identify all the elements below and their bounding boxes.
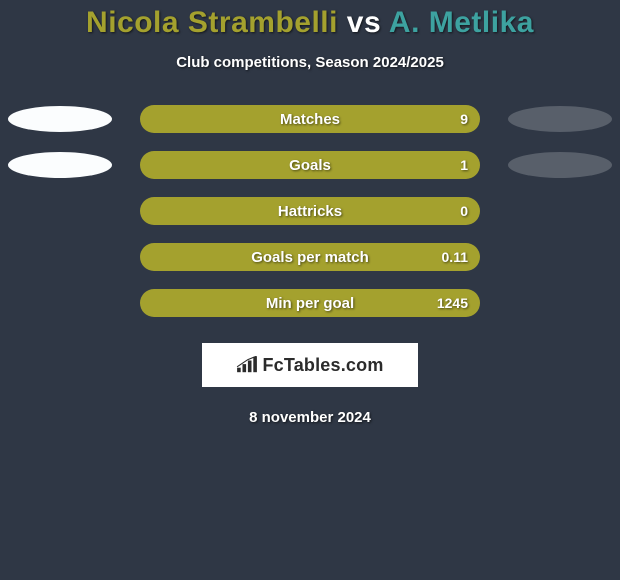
stat-rows: Matches 9 Goals 1 Hattricks 0 Goals per match 0… xyxy=(0,105,620,317)
bar-chart-icon xyxy=(236,356,258,374)
page-title: Nicola Strambelli vs A. Metlika xyxy=(0,6,620,40)
stat-row: Goals per match 0.11 xyxy=(0,243,620,271)
stat-row: Goals 1 xyxy=(0,151,620,179)
stat-label: Goals xyxy=(289,157,331,174)
stat-bar: Min per goal 1245 xyxy=(140,289,480,317)
subtitle: Club competitions, Season 2024/2025 xyxy=(0,54,620,71)
vs-text: vs xyxy=(338,6,389,39)
stat-bar: Hattricks 0 xyxy=(140,197,480,225)
brand-text: FcTables.com xyxy=(262,355,383,376)
stat-row: Min per goal 1245 xyxy=(0,289,620,317)
stat-bar: Goals per match 0.11 xyxy=(140,243,480,271)
stat-label: Matches xyxy=(280,111,340,128)
stat-value: 1 xyxy=(460,157,468,173)
stat-label: Min per goal xyxy=(266,295,354,312)
left-pill xyxy=(8,106,112,132)
left-pill xyxy=(8,152,112,178)
player2-name: A. Metlika xyxy=(389,6,534,39)
stat-value: 0.11 xyxy=(442,249,468,265)
stat-value: 9 xyxy=(460,111,468,127)
snapshot-date: 8 november 2024 xyxy=(0,409,620,426)
stat-row: Hattricks 0 xyxy=(0,197,620,225)
comparison-card: Nicola Strambelli vs A. Metlika Club com… xyxy=(0,0,620,426)
stat-label: Goals per match xyxy=(251,249,369,266)
right-pill xyxy=(508,106,612,132)
stat-bar: Goals 1 xyxy=(140,151,480,179)
stat-label: Hattricks xyxy=(278,203,342,220)
stat-row: Matches 9 xyxy=(0,105,620,133)
stat-value: 1245 xyxy=(437,295,468,311)
stat-bar: Matches 9 xyxy=(140,105,480,133)
brand-badge: FcTables.com xyxy=(202,343,418,387)
stat-value: 0 xyxy=(460,203,468,219)
right-pill xyxy=(508,152,612,178)
player1-name: Nicola Strambelli xyxy=(86,6,338,39)
